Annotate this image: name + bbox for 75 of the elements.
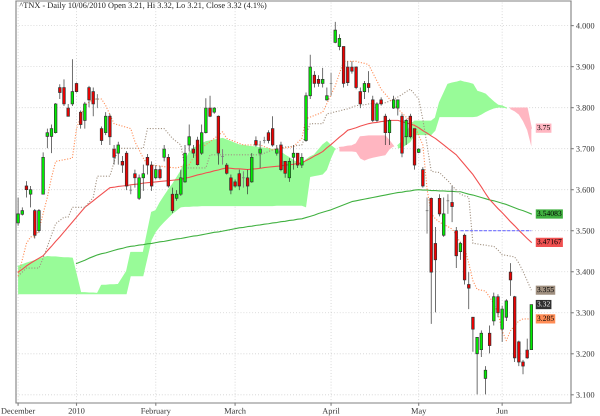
y-tick-label: 3.200: [576, 351, 594, 357]
candlestick: [216, 115, 220, 166]
candlestick: [471, 316, 475, 352]
candlestick: [325, 87, 329, 102]
candlestick: [46, 128, 49, 149]
x-tick-label: March: [224, 408, 246, 414]
candlestick: [188, 124, 191, 152]
candlestick: [96, 94, 100, 109]
candlestick: [300, 152, 304, 168]
y-tick-label: 3.900: [576, 64, 594, 70]
candlestick: [92, 87, 95, 117]
candlestick: [384, 113, 387, 146]
candlestick: [321, 68, 324, 88]
y-tick-label: 3.500: [576, 228, 594, 234]
candlestick: [225, 162, 228, 175]
y-tick-label: 3.100: [576, 392, 594, 398]
candlestick: [270, 116, 274, 147]
candlestick: [238, 169, 241, 190]
candlestick: [484, 366, 488, 395]
candlestick: [425, 197, 429, 234]
y-tick-label: 3.400: [576, 269, 594, 275]
x-tick-label: December: [1, 408, 36, 414]
candlestick: [170, 187, 174, 214]
y-tick-label: 3.600: [576, 187, 594, 193]
y-tick-label: 3.300: [576, 310, 594, 316]
x-tick-label: May: [411, 408, 426, 416]
candlestick: [41, 152, 45, 195]
candlestick: [430, 197, 433, 324]
candlestick: [467, 272, 470, 310]
candlestick: [396, 100, 400, 116]
candlestick: [254, 136, 258, 147]
line-series: [76, 189, 532, 264]
x-tick-label: 2010: [68, 408, 85, 414]
candlestick: [354, 66, 358, 90]
y-tick-label: 3.700: [576, 146, 594, 152]
line-series: [18, 120, 532, 273]
candlestick: [446, 194, 450, 214]
candlestick: [492, 292, 496, 326]
candlestick: [513, 296, 516, 362]
candlestick: [421, 166, 425, 188]
candlestick: [33, 208, 36, 239]
candlestick: [442, 197, 446, 238]
x-tick-label: April: [322, 408, 340, 416]
candlestick: [488, 325, 492, 354]
candlestick: [124, 150, 128, 190]
candlestick: [450, 186, 454, 222]
x-tick-label: February: [140, 408, 171, 416]
candlestick: [462, 233, 466, 285]
candlestick: [220, 148, 224, 166]
candlestick: [262, 136, 266, 144]
candlestick: [62, 79, 66, 106]
candlestick: [112, 144, 116, 166]
candlestick: [371, 95, 374, 122]
candlestick: [454, 226, 458, 268]
candlestick: [83, 102, 86, 129]
x-tick-label: Jun: [496, 408, 508, 414]
candlestick: [128, 185, 133, 195]
candlestick: [108, 113, 112, 146]
candlestick: [388, 118, 392, 146]
y-tick-label: 3.800: [576, 105, 594, 111]
candlestick: [242, 170, 246, 188]
candlestick: [229, 174, 233, 195]
candlestick: [329, 72, 333, 96]
y-tick-label: 4.000: [576, 22, 594, 29]
chart-title: ^TNX - Daily 10/06/2010 Open 3.21, Hi 3.32, Lo 3.21, Close 3.32 (4.1%): [19, 2, 266, 10]
candlestick: [158, 166, 162, 180]
candlestick: [292, 144, 296, 170]
candlestick: [116, 141, 120, 166]
candlestick: [258, 140, 262, 168]
candlestick: [16, 197, 20, 226]
candlestick: [508, 262, 512, 296]
candlestick: [288, 158, 291, 182]
candlestick: [70, 58, 74, 106]
candlestick: [400, 113, 404, 158]
candlestick: [66, 104, 70, 118]
